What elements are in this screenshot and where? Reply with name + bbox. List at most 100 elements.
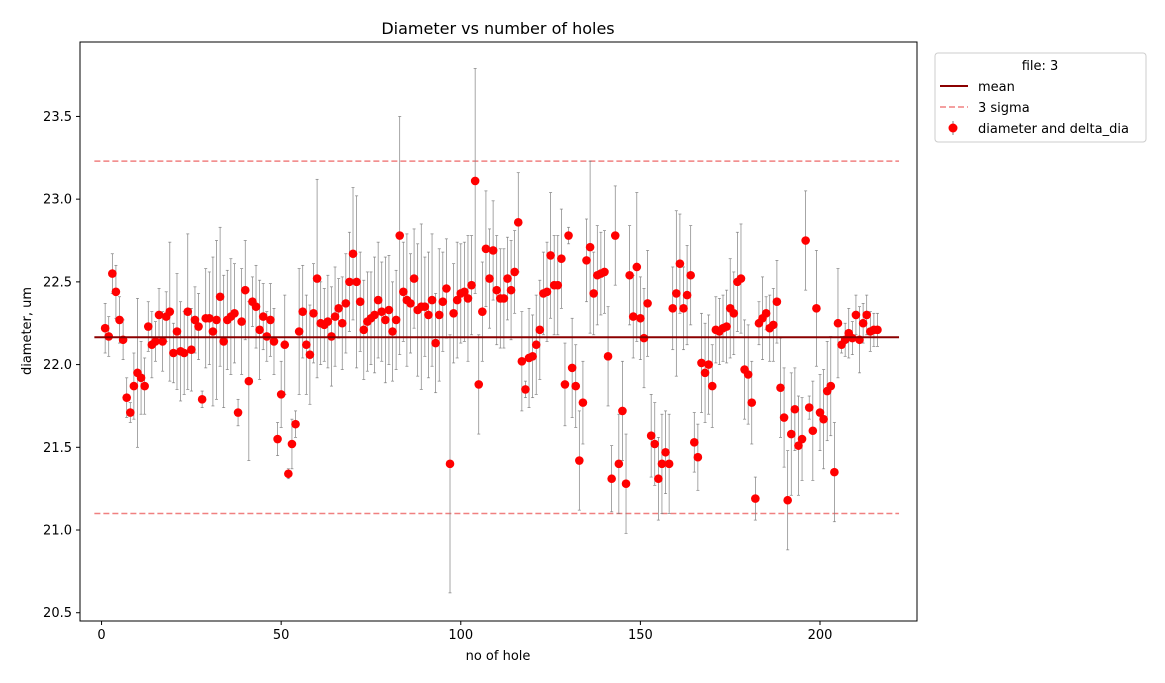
data-point	[312, 274, 322, 283]
data-point	[675, 259, 685, 268]
data-point	[600, 267, 609, 277]
data-point	[169, 348, 178, 358]
data-point	[664, 459, 674, 469]
data-point	[294, 327, 304, 336]
y-tick-label: 23.5	[43, 110, 72, 125]
data-point	[388, 327, 397, 336]
data-point	[812, 304, 821, 313]
data-point	[345, 277, 354, 287]
x-axis: 0 50 100 150 200	[97, 621, 832, 643]
legend-entry-mean: mean	[978, 80, 1015, 95]
data-point	[707, 381, 717, 391]
data-point	[359, 325, 369, 335]
data-point	[370, 310, 379, 320]
data-point	[553, 280, 563, 290]
data-point	[373, 295, 383, 305]
data-point	[395, 231, 405, 240]
x-tick-label: 100	[448, 628, 473, 643]
data-point	[406, 299, 415, 308]
data-point	[679, 304, 688, 313]
data-point	[657, 459, 667, 469]
data-point	[636, 313, 645, 323]
data-point	[628, 312, 638, 321]
data-point	[571, 381, 581, 391]
data-point	[567, 363, 577, 373]
data-point	[129, 381, 139, 391]
data-point	[747, 398, 757, 407]
data-point	[334, 304, 343, 313]
y-tick-label: 22.5	[43, 275, 72, 290]
data-point	[438, 297, 448, 307]
data-point	[240, 285, 250, 295]
data-point	[643, 299, 652, 308]
data-point	[381, 315, 390, 325]
data-point	[819, 414, 828, 424]
data-point	[485, 274, 494, 283]
data-point	[582, 256, 591, 265]
data-point	[503, 274, 512, 283]
data-point	[506, 285, 516, 295]
data-point	[100, 323, 110, 333]
data-point	[452, 295, 462, 305]
data-point	[481, 244, 491, 254]
data-point	[143, 322, 153, 331]
y-tick-label: 22.0	[43, 358, 72, 373]
y-tick-label: 21.5	[43, 441, 72, 456]
data-point	[621, 479, 631, 488]
data-point	[722, 322, 731, 331]
data-point	[564, 231, 573, 240]
data-point	[761, 309, 771, 318]
data-point	[697, 358, 706, 368]
data-point	[230, 309, 239, 318]
legend-box	[934, 52, 1147, 143]
data-point	[689, 438, 699, 447]
data-point	[772, 297, 782, 307]
data-point	[474, 380, 484, 389]
data-point	[151, 337, 160, 346]
data-point	[517, 356, 527, 366]
data-point	[154, 310, 164, 320]
y-tick-label: 23.0	[43, 193, 72, 208]
data-point	[769, 320, 778, 330]
data-point	[478, 307, 487, 316]
data-point	[348, 249, 358, 259]
y-axis-label: diameter, um	[20, 287, 35, 375]
data-point	[650, 439, 660, 449]
data-point	[510, 267, 519, 277]
legend-title: file: 3	[1022, 59, 1059, 74]
data-point	[122, 393, 131, 402]
data-point	[431, 338, 440, 348]
data-point	[125, 408, 135, 417]
y-tick-label: 21.0	[43, 524, 72, 539]
data-point	[427, 295, 437, 305]
y-tick-label: 20.5	[43, 606, 72, 621]
data-point	[276, 390, 286, 399]
data-point	[355, 297, 365, 307]
data-point	[729, 309, 739, 318]
plot-area	[94, 68, 900, 594]
data-point	[610, 231, 620, 240]
legend-point-swatch	[948, 123, 958, 133]
data-point	[614, 459, 624, 469]
data-point	[190, 315, 200, 325]
legend-entry-3-sigma: 3 sigma	[978, 101, 1030, 116]
data-point	[585, 242, 595, 252]
data-point	[794, 441, 803, 450]
data-point	[463, 294, 473, 303]
data-point	[625, 270, 634, 280]
data-point	[384, 305, 394, 315]
data-point	[323, 317, 333, 326]
data-point	[646, 431, 656, 441]
data-point	[208, 327, 218, 336]
data-point	[251, 302, 261, 311]
data-point	[309, 309, 318, 318]
data-point	[108, 269, 117, 278]
y-axis: 20.5 21.0 21.5 22.0 22.5 23.0 23.5	[43, 110, 80, 621]
data-point	[815, 408, 825, 417]
data-point	[830, 467, 839, 477]
data-point	[140, 381, 149, 391]
data-point	[409, 274, 419, 283]
data-point	[287, 439, 297, 449]
data-point	[399, 287, 408, 297]
